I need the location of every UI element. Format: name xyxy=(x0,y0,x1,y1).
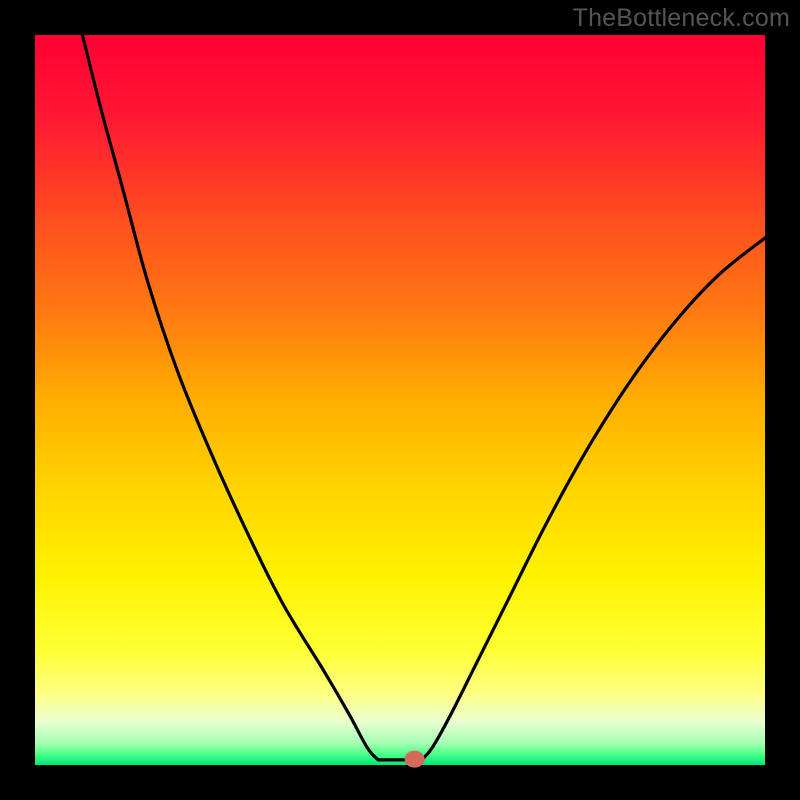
chart-svg xyxy=(0,0,800,800)
chart-frame: TheBottleneck.com xyxy=(0,0,800,800)
watermark-text: TheBottleneck.com xyxy=(573,4,790,33)
plot-background xyxy=(35,35,765,765)
optimal-point-marker xyxy=(405,751,425,768)
